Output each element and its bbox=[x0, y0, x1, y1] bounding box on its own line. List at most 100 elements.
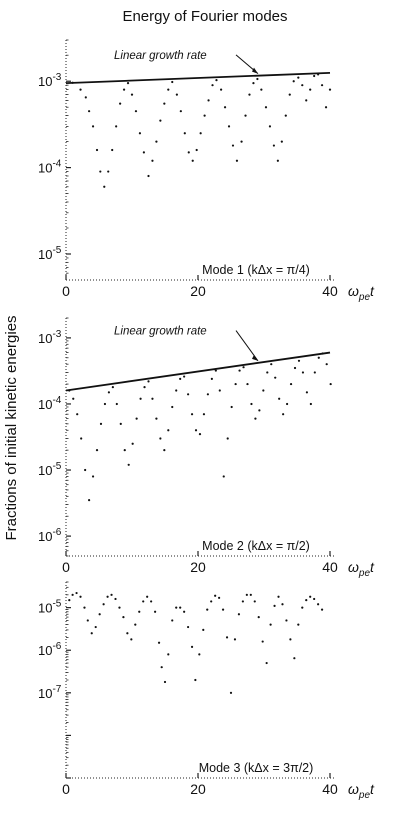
data-point bbox=[282, 413, 285, 416]
data-point bbox=[289, 638, 292, 641]
data-point bbox=[293, 657, 296, 660]
linear-growth-label: Linear growth rate bbox=[114, 326, 207, 338]
data-point bbox=[135, 417, 138, 420]
data-point bbox=[233, 638, 237, 641]
data-point bbox=[276, 159, 279, 162]
data-point bbox=[171, 619, 174, 622]
data-point bbox=[274, 376, 277, 379]
y-tick-base: 10 bbox=[38, 601, 52, 616]
data-point bbox=[244, 114, 247, 117]
data-point bbox=[123, 449, 126, 452]
data-point bbox=[75, 591, 78, 595]
y-tick-exponent: -5 bbox=[52, 599, 61, 610]
data-point bbox=[320, 608, 324, 611]
mode-label: Mode 3 (kΔx = 3π/2) bbox=[199, 761, 314, 775]
y-tick-exponent: -7 bbox=[52, 684, 61, 695]
data-point bbox=[214, 369, 217, 372]
data-point bbox=[190, 645, 194, 648]
data-point bbox=[175, 389, 178, 392]
data-point bbox=[160, 666, 163, 669]
y-tick-label: 10-4 bbox=[38, 159, 62, 176]
data-point bbox=[99, 170, 102, 173]
data-point bbox=[227, 125, 231, 128]
data-point bbox=[157, 641, 161, 644]
data-point bbox=[305, 99, 308, 102]
x-tick-label: 20 bbox=[190, 283, 206, 299]
data-point bbox=[202, 628, 205, 632]
y-tick-label: 10-5 bbox=[38, 599, 62, 616]
y-tick-exponent: -5 bbox=[52, 461, 61, 472]
data-point bbox=[203, 114, 206, 117]
data-point bbox=[301, 84, 304, 87]
data-point bbox=[95, 148, 99, 152]
data-point bbox=[91, 125, 95, 128]
data-point bbox=[292, 80, 295, 83]
data-point bbox=[191, 159, 194, 162]
data-point bbox=[286, 402, 289, 406]
data-point bbox=[84, 96, 87, 99]
y-tick-label: 10-6 bbox=[38, 641, 62, 658]
data-point bbox=[147, 380, 150, 383]
data-point bbox=[154, 610, 157, 613]
y-tick-label: 10-5 bbox=[38, 245, 62, 262]
y-tick-exponent: -4 bbox=[52, 159, 61, 170]
data-point bbox=[309, 88, 312, 91]
data-point bbox=[240, 140, 243, 143]
y-tick-base: 10 bbox=[38, 397, 52, 412]
x-tick-label: 40 bbox=[322, 781, 338, 797]
data-point bbox=[317, 356, 320, 359]
data-point bbox=[68, 389, 71, 392]
data-point bbox=[264, 106, 268, 109]
data-point bbox=[265, 661, 268, 665]
data-point bbox=[194, 678, 197, 682]
data-point bbox=[91, 475, 95, 478]
y-tick-exponent: -6 bbox=[52, 641, 61, 652]
data-point bbox=[155, 417, 158, 420]
data-point bbox=[126, 82, 130, 85]
data-point bbox=[317, 603, 320, 606]
data-point bbox=[95, 449, 99, 452]
data-point bbox=[88, 110, 91, 113]
data-point bbox=[167, 429, 170, 432]
data-point bbox=[210, 377, 213, 380]
x-tick-label: 20 bbox=[190, 781, 206, 797]
data-point bbox=[202, 413, 206, 416]
y-tick-base: 10 bbox=[38, 331, 52, 346]
data-point bbox=[163, 680, 167, 684]
y-tick-base: 10 bbox=[38, 247, 52, 262]
data-point bbox=[98, 613, 101, 616]
data-point bbox=[107, 391, 110, 394]
data-point bbox=[261, 640, 264, 643]
data-point bbox=[114, 597, 117, 601]
data-point bbox=[329, 382, 332, 386]
data-point bbox=[250, 402, 253, 406]
data-point bbox=[258, 409, 261, 412]
data-point bbox=[163, 449, 166, 452]
data-point bbox=[289, 382, 293, 386]
data-point bbox=[301, 371, 305, 374]
linear-growth-line bbox=[65, 71, 331, 85]
mode-label: Mode 1 (kΔx = π/4) bbox=[202, 263, 310, 277]
data-point bbox=[207, 99, 210, 102]
data-point bbox=[84, 468, 87, 472]
data-point bbox=[246, 382, 249, 386]
data-point bbox=[107, 170, 110, 173]
data-point bbox=[126, 632, 129, 635]
data-point bbox=[234, 382, 237, 386]
data-point bbox=[198, 432, 202, 436]
y-tick-label: 10-3 bbox=[38, 72, 62, 89]
data-point bbox=[139, 397, 142, 400]
data-point bbox=[257, 615, 260, 619]
data-point bbox=[273, 604, 276, 607]
data-point bbox=[183, 375, 186, 378]
x-axis-label: ωpet bbox=[348, 781, 375, 801]
data-point bbox=[71, 81, 74, 84]
data-point bbox=[245, 593, 248, 596]
data-point bbox=[171, 405, 174, 409]
x-axis-label: ωpet bbox=[348, 283, 375, 303]
data-point bbox=[187, 393, 190, 396]
linear-growth-arrowhead bbox=[252, 354, 258, 361]
data-point bbox=[175, 606, 178, 609]
